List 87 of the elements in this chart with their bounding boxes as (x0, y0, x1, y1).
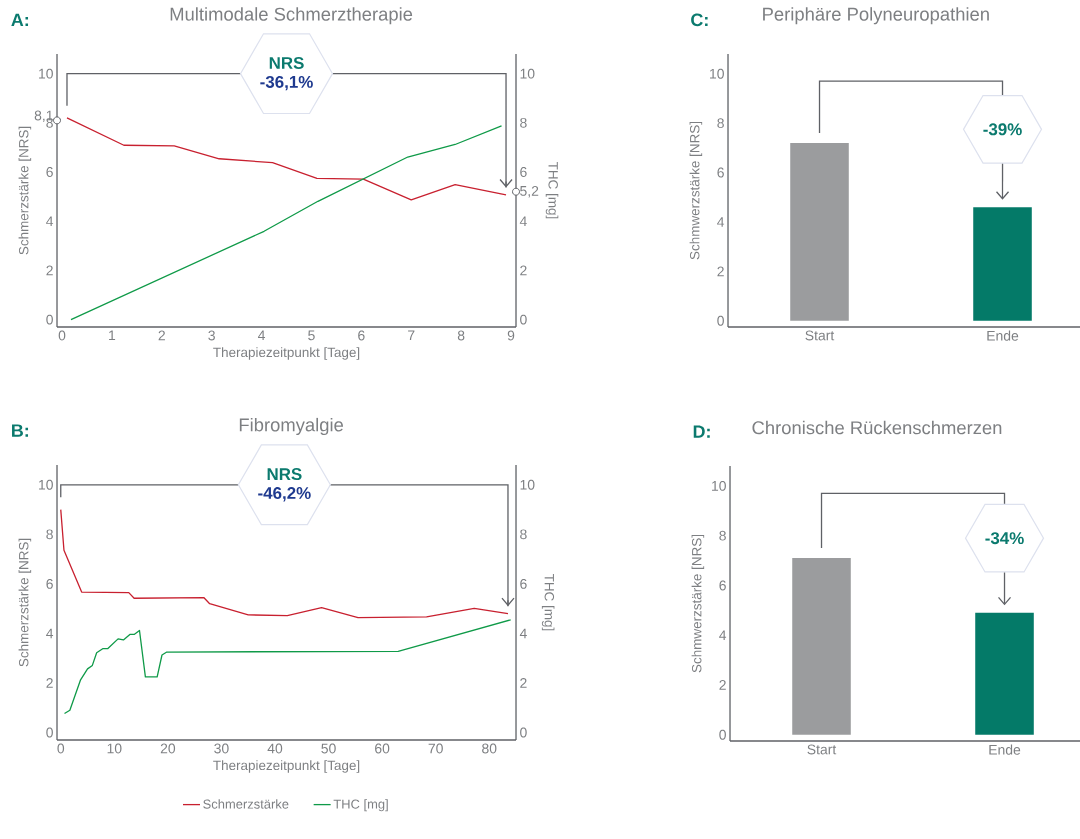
line-series (70, 125, 503, 321)
y2-tick-label: 6 (520, 167, 527, 177)
x-tick-label: Ende (987, 330, 1019, 341)
y-tick-label: 10 (39, 479, 53, 490)
annotation: NRS (267, 468, 302, 481)
y-tick-label: 10 (39, 68, 53, 79)
x-tick-label: 4 (258, 330, 266, 341)
x-tick-label: 8 (457, 330, 465, 341)
line-series (66, 117, 507, 201)
legend-label: THC [mg] (333, 799, 388, 812)
y-tick-label: 0 (717, 315, 724, 326)
y-tick-label: 2 (719, 680, 726, 690)
x-tick-label: 0 (58, 330, 66, 341)
y2-tick-label: 6 (520, 578, 527, 589)
x-tick-label: 30 (214, 743, 229, 754)
x-tick-label: 5 (308, 330, 315, 341)
annotation: NRS (269, 56, 304, 69)
y2-tick-label: 4 (519, 216, 527, 227)
x-tick-label: 80 (482, 743, 497, 754)
x-tick-label: 60 (375, 743, 390, 754)
x-axis-title: Therapiezeitpunkt [Tage] (213, 760, 360, 773)
annotation: -34% (985, 532, 1024, 545)
y-axis-title: Schmwerzstärke [NRS] (691, 534, 705, 673)
x-tick-label: Start (807, 744, 837, 755)
y-tick-label: 2 (717, 266, 724, 277)
x-tick-label: 10 (107, 743, 122, 754)
chart-title: Periphäre Polyneuropathien (763, 7, 989, 25)
y-tick-label: 2 (46, 265, 53, 276)
y-tick-label: 4 (719, 630, 727, 641)
y2-tick-label: 0 (520, 314, 527, 325)
annotation: -39% (983, 123, 1022, 136)
y-tick-label: 8 (719, 530, 726, 541)
y-tick-label: 0 (719, 729, 726, 740)
y-axis-title: Schmwerzstärke [NRS] (689, 121, 703, 260)
y2-tick-label: 2 (520, 265, 527, 276)
y-tick-label: 4 (46, 628, 54, 639)
y2-axis-title: THC [mg] (541, 574, 555, 631)
x-tick-label: 0 (57, 743, 65, 754)
y-tick-label: 10 (712, 480, 726, 491)
y-axis-title: Schmerzstärke [NRS] (18, 538, 32, 667)
y-tick-label: 0 (46, 727, 53, 738)
y-tick-label: 0 (46, 314, 53, 325)
y-tick-label: 2 (46, 678, 53, 688)
y2-tick-label: 10 (520, 479, 535, 490)
y2-tick-label: 2 (520, 678, 527, 688)
line-series (63, 619, 512, 715)
y2-axis-title: THC [mg] (545, 162, 559, 219)
text: A: (11, 13, 29, 27)
y-tick-label: 4 (46, 216, 54, 227)
x-tick-label: 7 (408, 330, 415, 341)
line-series (60, 508, 509, 619)
y-tick-label: 8 (46, 529, 53, 540)
y2-tick-label: 8 (520, 117, 527, 128)
chart-title: Chronische Rückenschmerzen (752, 420, 1002, 435)
y-tick-label: 6 (717, 167, 724, 178)
y-tick-label: 8 (717, 118, 724, 129)
x-tick-label: 40 (267, 743, 283, 754)
annotation: -36,1% (260, 75, 313, 91)
text: B: (12, 424, 29, 437)
x-tick-label: Start (805, 330, 835, 341)
x-tick-label: 50 (321, 743, 336, 754)
y2-tick-label: 4 (519, 628, 527, 639)
y-tick-label: 4 (717, 217, 725, 227)
x-tick-label: 9 (507, 330, 515, 341)
x-tick-label: 6 (358, 330, 365, 341)
chart-title: Multimodale Schmerztherapie (170, 7, 413, 25)
x-tick-label: Ende (989, 744, 1021, 755)
x-tick-label: 70 (428, 743, 443, 754)
x-tick-label: 2 (158, 330, 165, 341)
y2-tick-label: 8 (520, 529, 527, 540)
y-tick-label: 6 (719, 580, 726, 591)
text: C: (691, 13, 708, 27)
x-tick-label: 1 (109, 330, 116, 341)
y-tick-label: 6 (46, 167, 53, 177)
chart-title: Fibromyalgie (239, 417, 344, 436)
x-tick-label: 20 (160, 743, 176, 754)
y-tick-label: 10 (710, 68, 724, 79)
x-tick-label: 3 (208, 330, 215, 341)
y-tick-label: 6 (46, 578, 53, 589)
y2-tick-label: 5,2 (520, 185, 539, 198)
x-axis-title: Therapiezeitpunkt [Tage] (213, 347, 360, 360)
annotation: -46,2% (258, 487, 311, 502)
y2-tick-label: 10 (520, 68, 535, 79)
legend-label: Schmerzstärke (203, 799, 289, 809)
y-axis-title: Schmerzstärke [NRS] (18, 126, 32, 255)
y2-tick-label: 0 (520, 727, 527, 738)
text: D: (693, 425, 710, 438)
